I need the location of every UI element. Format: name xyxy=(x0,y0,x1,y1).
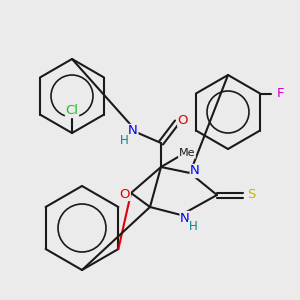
Text: N: N xyxy=(128,124,138,137)
Text: O: O xyxy=(120,188,130,200)
Text: N: N xyxy=(180,212,190,224)
Text: O: O xyxy=(178,113,188,127)
Text: H: H xyxy=(189,220,197,233)
Text: S: S xyxy=(247,188,255,202)
Text: Me: Me xyxy=(179,148,195,158)
Text: F: F xyxy=(276,87,284,100)
Text: N: N xyxy=(190,164,200,178)
Text: H: H xyxy=(120,134,128,146)
Text: Cl: Cl xyxy=(65,104,79,118)
